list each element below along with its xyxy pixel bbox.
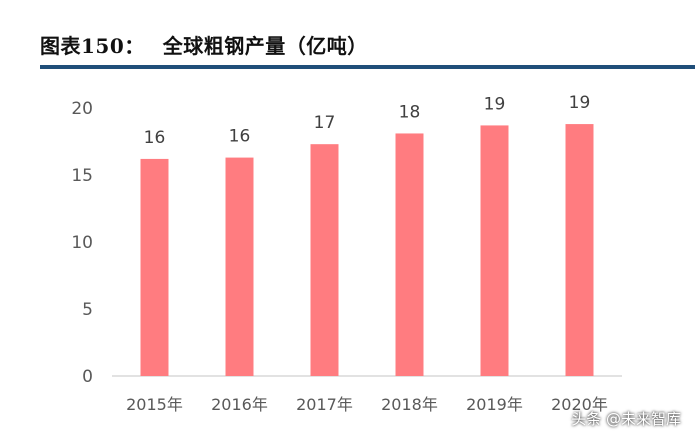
x-tick-label: 2017年 [296,395,353,414]
x-tick-label: 2020年 [551,395,608,414]
data-label: 19 [569,93,591,113]
x-tick-label: 2018年 [381,395,438,414]
figure-label: 图表150： [40,34,145,58]
data-label: 18 [399,102,421,122]
chart-title: 全球粗钢产量（亿吨） [162,34,368,58]
y-tick-label: 15 [71,166,93,186]
x-tick-label: 2019年 [466,395,523,414]
y-tick-label: 0 [82,367,93,387]
bar [225,157,254,376]
bar [565,124,594,376]
x-tick-label: 2016年 [211,395,268,414]
data-label: 16 [144,128,166,148]
y-tick-label: 20 [71,99,93,119]
y-axis: 0 5 10 15 20 [71,99,93,387]
bar [140,158,169,376]
watermark: 头条 @未来智库 [571,410,681,428]
figure-title: 图表150： 全球粗钢产量（亿吨） [40,30,368,59]
y-tick-label: 5 [82,300,93,320]
bar [310,144,339,376]
x-tick-label: 2015年 [126,395,183,414]
bar [480,125,509,376]
data-labels: 16 16 17 18 19 19 [144,93,591,148]
bars [140,124,594,376]
bar [395,133,424,376]
x-axis: 2015年 2016年 2017年 2018年 2019年 2020年 [126,395,608,414]
title-underline [40,65,695,69]
y-tick-label: 10 [71,233,93,253]
data-label: 16 [229,127,251,147]
data-label: 19 [484,94,506,114]
data-label: 17 [314,113,336,133]
